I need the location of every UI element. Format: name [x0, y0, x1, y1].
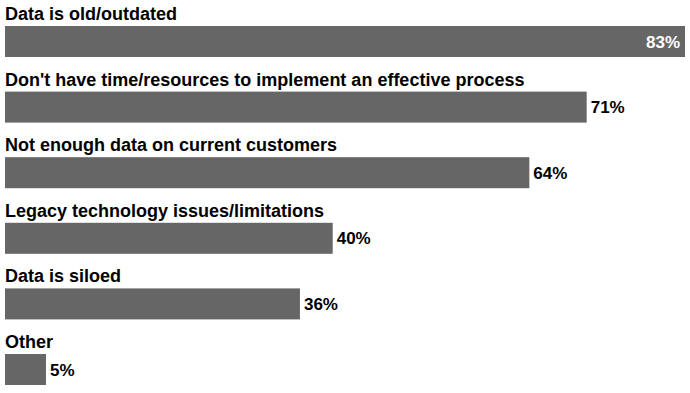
category-label: Not enough data on current customers: [5, 135, 337, 155]
category-label: Data is old/outdated: [5, 4, 177, 24]
bar: [5, 223, 333, 254]
category-label: Data is siloed: [5, 266, 121, 286]
bar: [5, 354, 46, 385]
data-label: 83%: [646, 33, 680, 52]
chart-svg: Data is old/outdated 83% Don't have time/r…: [0, 0, 690, 393]
category-label: Don't have time/resources to implement a…: [5, 70, 524, 90]
bars: [5, 26, 685, 385]
bar: [5, 288, 300, 319]
data-label: 40%: [337, 229, 371, 248]
labels: Data is old/outdated 83% Don't have time/r…: [5, 4, 680, 380]
bar: [5, 157, 529, 188]
chart-container: Data is old/outdated 83% Don't have time/r…: [0, 0, 690, 393]
data-label: 36%: [304, 295, 338, 314]
data-label: 71%: [591, 98, 625, 117]
category-label: Legacy technology issues/limitations: [5, 201, 324, 221]
bar: [5, 26, 685, 57]
data-label: 5%: [50, 361, 75, 380]
bar: [5, 92, 587, 123]
category-label: Other: [5, 332, 53, 352]
data-label: 64%: [533, 164, 567, 183]
